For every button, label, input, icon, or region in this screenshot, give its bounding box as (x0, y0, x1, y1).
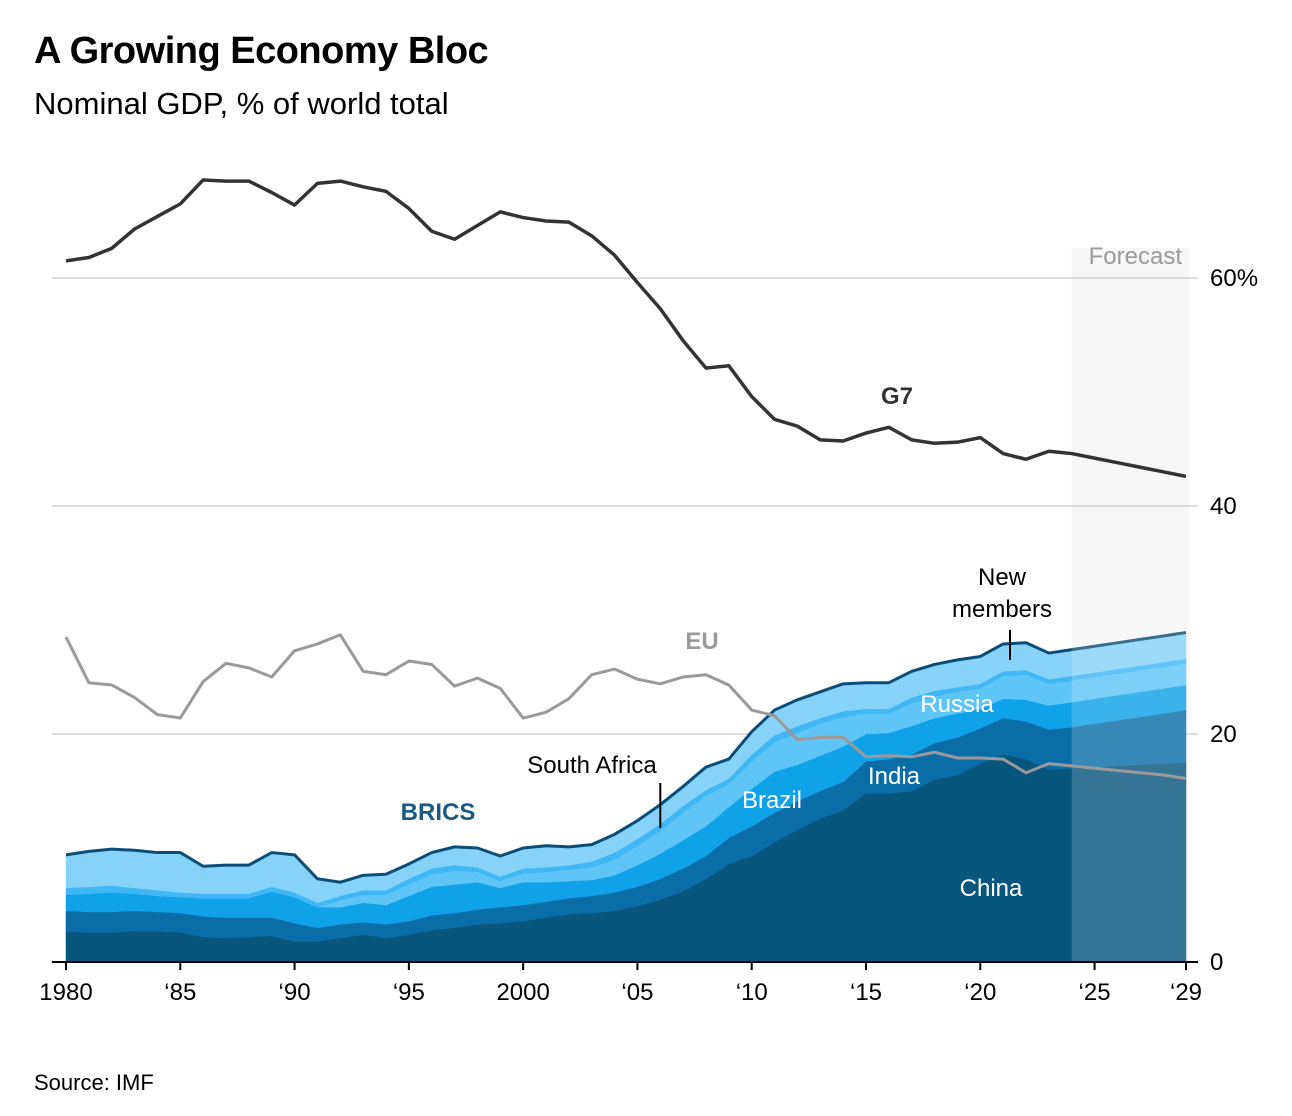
x-tick-label: 2000 (496, 979, 549, 1006)
y-tick-label: 20 (1210, 721, 1237, 748)
x-tick-label: ‘90 (279, 979, 311, 1006)
area-label-russia: Russia (920, 691, 994, 718)
area-label-china: China (960, 875, 1023, 902)
x-tick-label: ‘29 (1170, 979, 1202, 1006)
annotation-new-members: New members (952, 564, 1052, 623)
brics-label: BRICS (401, 799, 476, 826)
source-note: Source: IMF (34, 1070, 154, 1095)
x-tick-label: ‘05 (621, 979, 653, 1006)
chart-title: A Growing Economy Bloc (34, 30, 489, 72)
forecast-overlay (1071, 560, 1189, 962)
area-label-brazil: Brazil (742, 787, 802, 814)
y-tick-label: 0 (1210, 949, 1223, 976)
line-g7 (65, 178, 1187, 479)
annotation-south-africa: South Africa (527, 752, 657, 779)
x-tick-label: ‘95 (393, 979, 425, 1006)
forecast-label: Forecast (1089, 243, 1183, 270)
area-label-india: India (868, 763, 921, 790)
brics-total-line (65, 631, 1187, 884)
eu-label: EU (685, 628, 718, 655)
x-tick-label: ‘20 (964, 979, 996, 1006)
y-tick-label: 40 (1210, 493, 1237, 520)
g7-label: G7 (881, 383, 913, 410)
line-eu (64, 633, 1187, 780)
x-tick-label: 1980 (39, 979, 92, 1006)
x-tick-label: ‘85 (164, 979, 196, 1006)
y-tick-label: 60% (1210, 265, 1258, 292)
chart-subtitle: Nominal GDP, % of world total (34, 86, 449, 121)
x-tick-label: ‘10 (736, 979, 768, 1006)
x-tick-label: ‘25 (1079, 979, 1111, 1006)
x-tick-label: ‘15 (850, 979, 882, 1006)
brics-gdp-chart: Forecast 0 20 40 60% 1980 ‘85 ‘90 ‘95 2000 ‘05 ‘10… (39, 178, 1258, 1006)
